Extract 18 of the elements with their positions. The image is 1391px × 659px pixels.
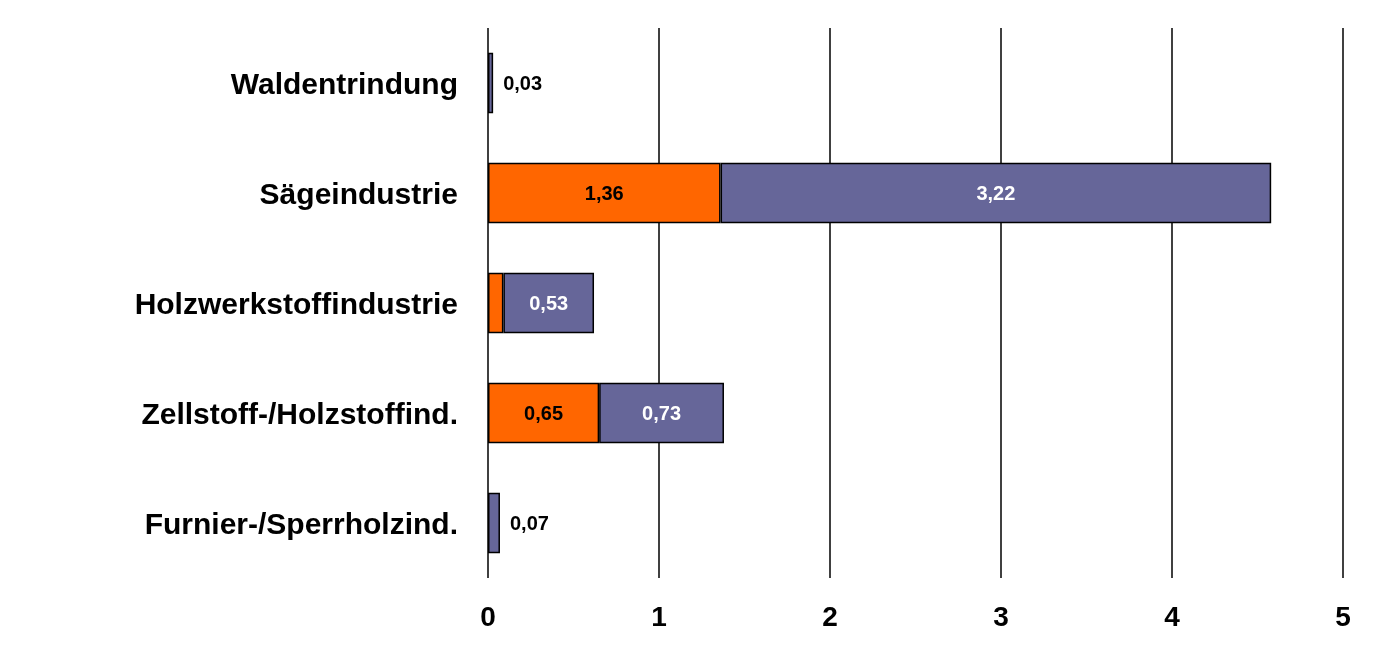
y-tick-label: Sägeindustrie [259,176,458,210]
data-label: 0,03 [503,72,543,94]
data-label: 0,65 [524,402,564,424]
x-tick-label: 3 [993,600,1009,632]
x-tick-label: 0 [480,600,496,632]
x-tick-label: 5 [1335,600,1351,632]
data-label: 0,53 [529,292,569,314]
data-label: 0,73 [642,402,682,424]
x-tick-label: 2 [822,600,838,632]
x-tick-label: 1 [651,600,667,632]
y-tick-label: Waldentrindung [230,66,458,100]
x-tick-label: 4 [1164,600,1181,632]
y-tick-label: Holzwerkstoffindustrie [134,286,458,320]
y-tick-label: Zellstoff-/Holzstoffind. [141,396,458,430]
data-label: 1,36 [584,182,624,204]
data-label: 3,22 [976,182,1016,204]
data-label: 0,07 [509,512,549,534]
y-tick-label: Furnier-/Sperrholzind. [144,506,458,540]
